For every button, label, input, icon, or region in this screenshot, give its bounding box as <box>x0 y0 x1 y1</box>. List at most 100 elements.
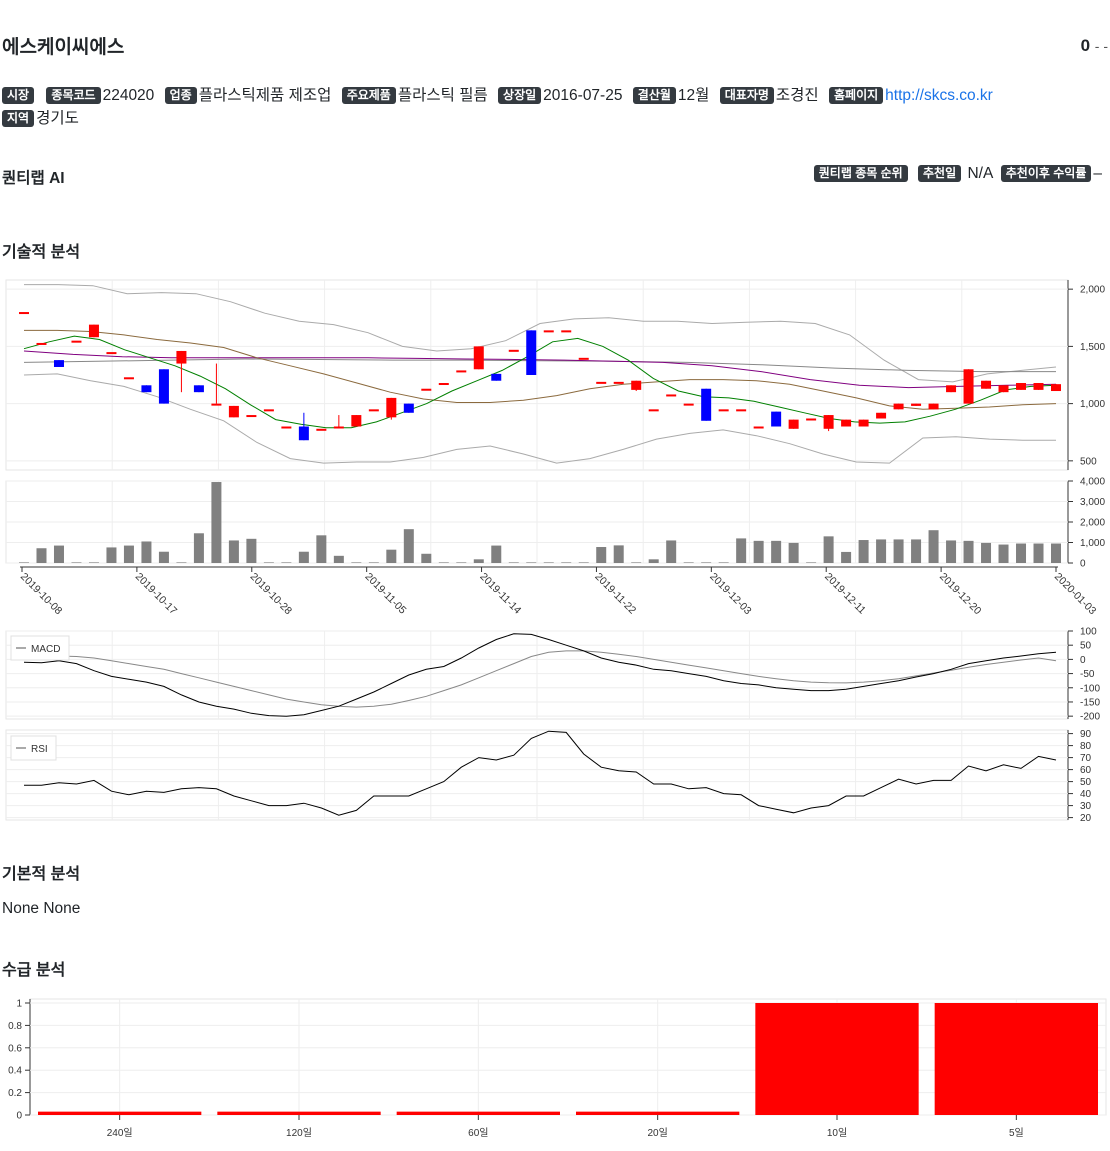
candle-body <box>718 409 729 412</box>
code-value: 224020 <box>102 87 155 104</box>
ma-brown-line <box>24 329 1057 410</box>
supply-y-tick-label: 0.2 <box>8 1088 22 1099</box>
candle-body <box>858 419 869 427</box>
volume-bar <box>561 562 572 563</box>
supply-x-tick-label: 20일 <box>648 1127 668 1139</box>
candle-body <box>526 330 537 375</box>
region-badge: 지역 <box>2 110 35 127</box>
volume-bar <box>193 533 204 563</box>
volume-bar <box>823 536 834 563</box>
macd-tick-label: 50 <box>1080 641 1092 652</box>
volume-bar <box>963 540 974 563</box>
candle-body <box>456 370 467 373</box>
volume-bar <box>333 555 344 563</box>
volume-tick-label: 4,000 <box>1080 477 1105 488</box>
candle-body <box>998 385 1009 393</box>
candle-body <box>631 380 642 390</box>
volume-bar <box>88 562 99 563</box>
rsi-tick-label: 80 <box>1080 741 1092 752</box>
candle-body <box>928 403 939 410</box>
technical-chart: 5001,0001,5002,00001,0002,0003,0004,0002… <box>5 279 1105 824</box>
homepage-link[interactable]: http://skcs.co.kr <box>885 87 993 104</box>
candle-body <box>771 411 782 427</box>
date-tick-label: 2019-10-17 <box>133 571 180 618</box>
supply-x-tick-label: 240일 <box>107 1127 133 1139</box>
volume-bar <box>368 562 379 563</box>
volume-bar <box>701 562 712 563</box>
date-tick-label: 2019-12-20 <box>937 571 984 618</box>
volume-bar <box>876 539 887 563</box>
listing-badge: 상장일 <box>498 87 542 104</box>
bollinger-lower-line <box>23 373 1056 464</box>
volume-bar <box>1051 543 1061 563</box>
candle-body <box>88 324 99 338</box>
volume-bar <box>771 540 782 563</box>
volume-bar <box>613 545 624 563</box>
price-tick-label: 1,000 <box>1080 399 1105 410</box>
price-value: 0 <box>1080 36 1091 55</box>
date-tick-label: 2019-11-14 <box>477 571 523 617</box>
date-tick-label: 2019-11-22 <box>592 571 638 617</box>
candle-body <box>578 357 589 360</box>
volume-bar <box>666 540 677 563</box>
volume-bar <box>893 539 904 563</box>
market-badge: 시장 <box>2 87 35 104</box>
macd-legend-label: MACD <box>31 644 60 655</box>
volume-bar <box>403 529 414 563</box>
ma-gray-line <box>23 358 1056 373</box>
volume-bar <box>211 482 222 563</box>
supply-bar <box>217 1111 381 1115</box>
macd-tick-label: -200 <box>1080 712 1100 723</box>
macd-line <box>23 633 1057 717</box>
candle-body <box>316 428 327 431</box>
candle-body <box>666 394 677 397</box>
volume-bar <box>316 535 327 563</box>
volume-bar <box>491 545 502 563</box>
return-badge: 추천이후 수익률 <box>1000 165 1092 182</box>
candle-body <box>876 412 887 419</box>
price-display: 0 - - <box>1081 36 1108 56</box>
rec-date-badge: 추천일 <box>918 165 962 182</box>
volume-bar <box>351 562 362 563</box>
rsi-tick-label: 50 <box>1080 777 1092 788</box>
volume-bar <box>246 538 257 563</box>
rsi-tick-label: 20 <box>1080 813 1092 824</box>
fiscal-value: 12월 <box>677 87 710 104</box>
product-value: 플라스틱 필름 <box>397 87 488 104</box>
bollinger-upper-line <box>24 284 1057 383</box>
volume-tick-label: 0 <box>1080 559 1086 570</box>
volume-bar <box>19 562 29 563</box>
volume-bar <box>421 553 432 563</box>
ai-summary: 퀀티랩 종목 순위 추천일 N/A 추천이후 수익률 – <box>810 165 1102 183</box>
ma-green-line <box>23 335 1057 429</box>
candle-body <box>158 369 169 404</box>
candle-body <box>911 403 922 406</box>
macd-tick-label: 0 <box>1080 655 1086 666</box>
macd-tick-label: -100 <box>1080 683 1100 694</box>
candle-body <box>596 381 607 384</box>
ai-section-title: 퀀티랩 AI <box>2 170 65 187</box>
volume-bar <box>631 562 642 563</box>
supply-bar <box>38 1111 202 1115</box>
candle-body <box>141 385 152 393</box>
rsi-tick-label: 30 <box>1080 801 1092 812</box>
supply-bar <box>396 1111 560 1115</box>
macd-signal-line <box>23 650 1057 708</box>
region-value: 경기도 <box>36 110 79 127</box>
volume-bar <box>158 551 169 563</box>
ma-purple-line <box>23 350 1057 389</box>
price-change: - - <box>1094 38 1108 54</box>
candle-body <box>193 385 204 393</box>
candle-body <box>36 342 47 345</box>
volume-bar <box>683 562 694 563</box>
volume-bar <box>298 551 309 563</box>
volume-bar <box>928 530 939 563</box>
volume-bar <box>788 542 799 563</box>
candle-body <box>946 385 957 393</box>
volume-bar <box>543 562 554 563</box>
volume-tick-label: 1,000 <box>1080 538 1105 549</box>
supply-y-tick-label: 0.6 <box>8 1043 22 1054</box>
fundamental-title: 기본적 분석 <box>2 866 81 883</box>
candle-body <box>508 349 519 352</box>
volume-bar <box>718 562 729 563</box>
